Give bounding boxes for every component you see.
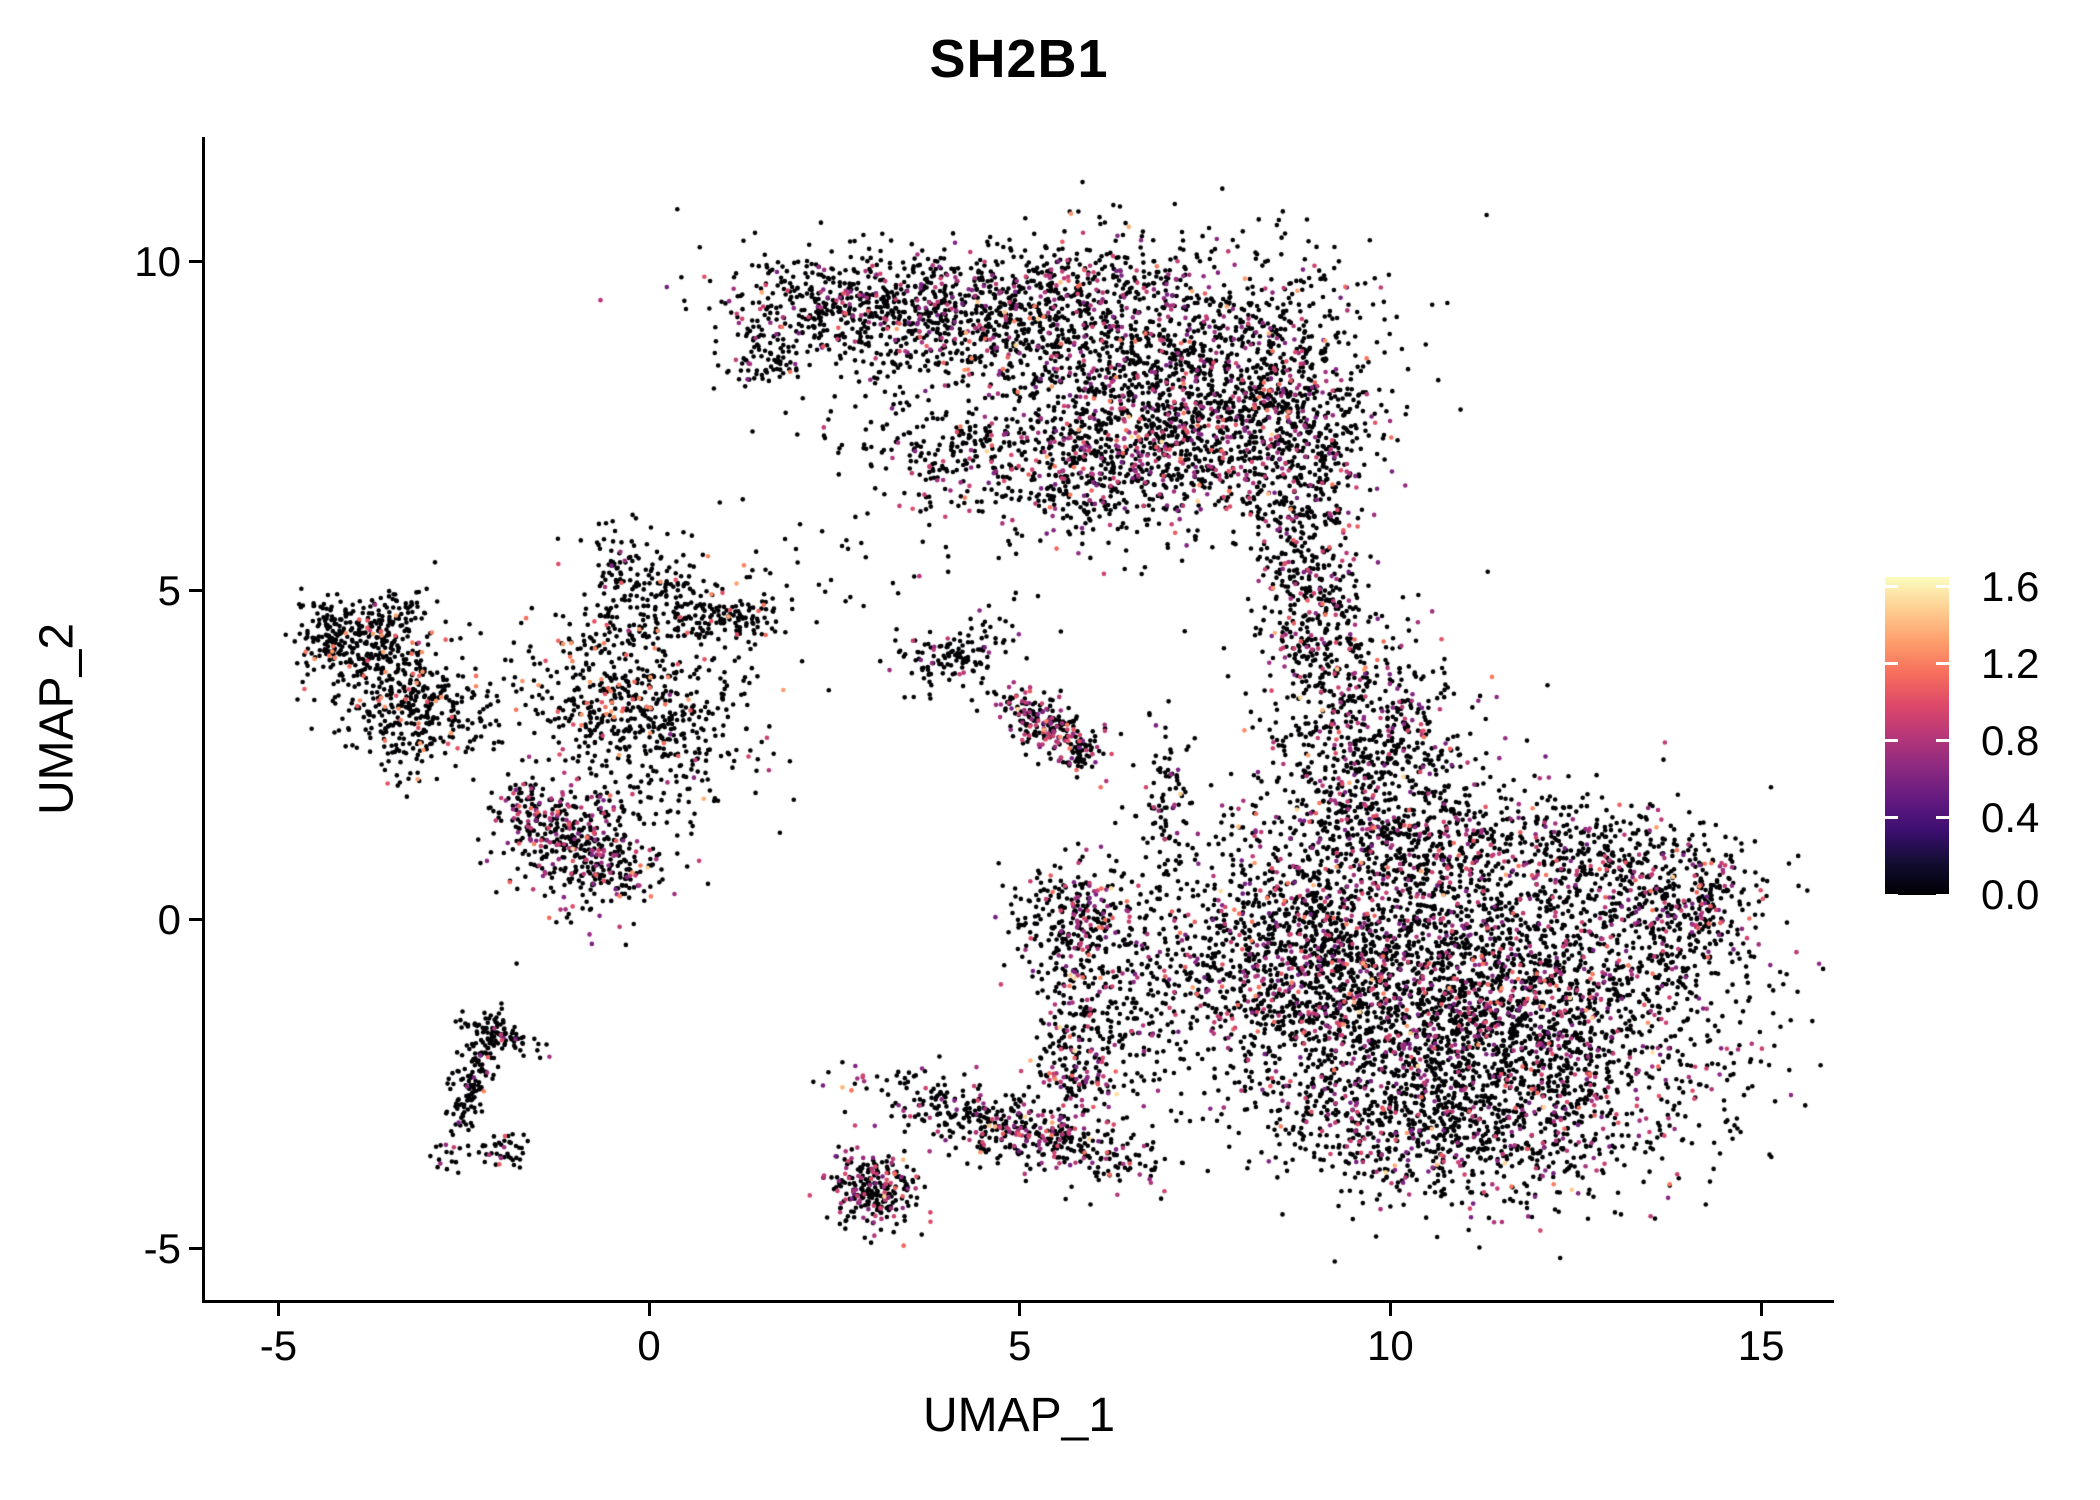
x-tick-label: 10: [1367, 1322, 1414, 1369]
x-tick-label: 5: [1008, 1322, 1032, 1369]
colorbar-gradient: [1885, 577, 1949, 895]
y-tick-label: 5: [157, 566, 181, 614]
colorbar-tick-label: 0.4: [1981, 793, 2040, 841]
y-tick-label: -5: [143, 1224, 181, 1272]
x-tick-mark: [276, 1303, 280, 1316]
y-tick-mark: [189, 918, 202, 922]
y-tick-mark: [189, 589, 202, 593]
colorbar-tick-mark: [1936, 816, 1949, 820]
y-tick-label: 0: [157, 895, 181, 943]
colorbar-tick-label: 0.0: [1981, 871, 2040, 918]
x-tick-label: 15: [1737, 1322, 1785, 1369]
colorbar-tick-mark: [1885, 739, 1898, 743]
y-tick-mark: [189, 260, 202, 264]
colorbar-tick-label: 0.8: [1981, 716, 2040, 764]
x-tick-mark: [1018, 1303, 1022, 1316]
x-tick-label: 0: [637, 1322, 661, 1369]
y-tick-label: 10: [134, 237, 181, 285]
x-tick-label: -5: [259, 1322, 298, 1369]
x-axis-title: UMAP_1: [922, 1389, 1116, 1442]
colorbar-tick-mark: [1936, 739, 1949, 743]
colorbar-tick-mark: [1936, 662, 1949, 666]
colorbar-tick-label: 1.2: [1981, 639, 2040, 687]
colorbar-tick-mark: [1885, 893, 1898, 897]
axis-lines: [202, 137, 1834, 1303]
x-tick-mark: [1388, 1303, 1392, 1316]
colorbar-tick-label: 1.6: [1981, 562, 2040, 610]
colorbar-tick-mark: [1885, 585, 1898, 589]
colorbar-tick-mark: [1885, 816, 1898, 820]
colorbar-tick-mark: [1885, 662, 1898, 666]
x-tick-mark: [647, 1303, 651, 1316]
y-tick-mark: [189, 1247, 202, 1251]
colorbar-tick-mark: [1936, 893, 1949, 897]
colorbar-tick-mark: [1936, 585, 1949, 589]
x-tick-mark: [1759, 1303, 1763, 1316]
y-axis-title: UMAP_2: [30, 622, 84, 816]
plot-title: SH2B1: [929, 29, 1109, 89]
